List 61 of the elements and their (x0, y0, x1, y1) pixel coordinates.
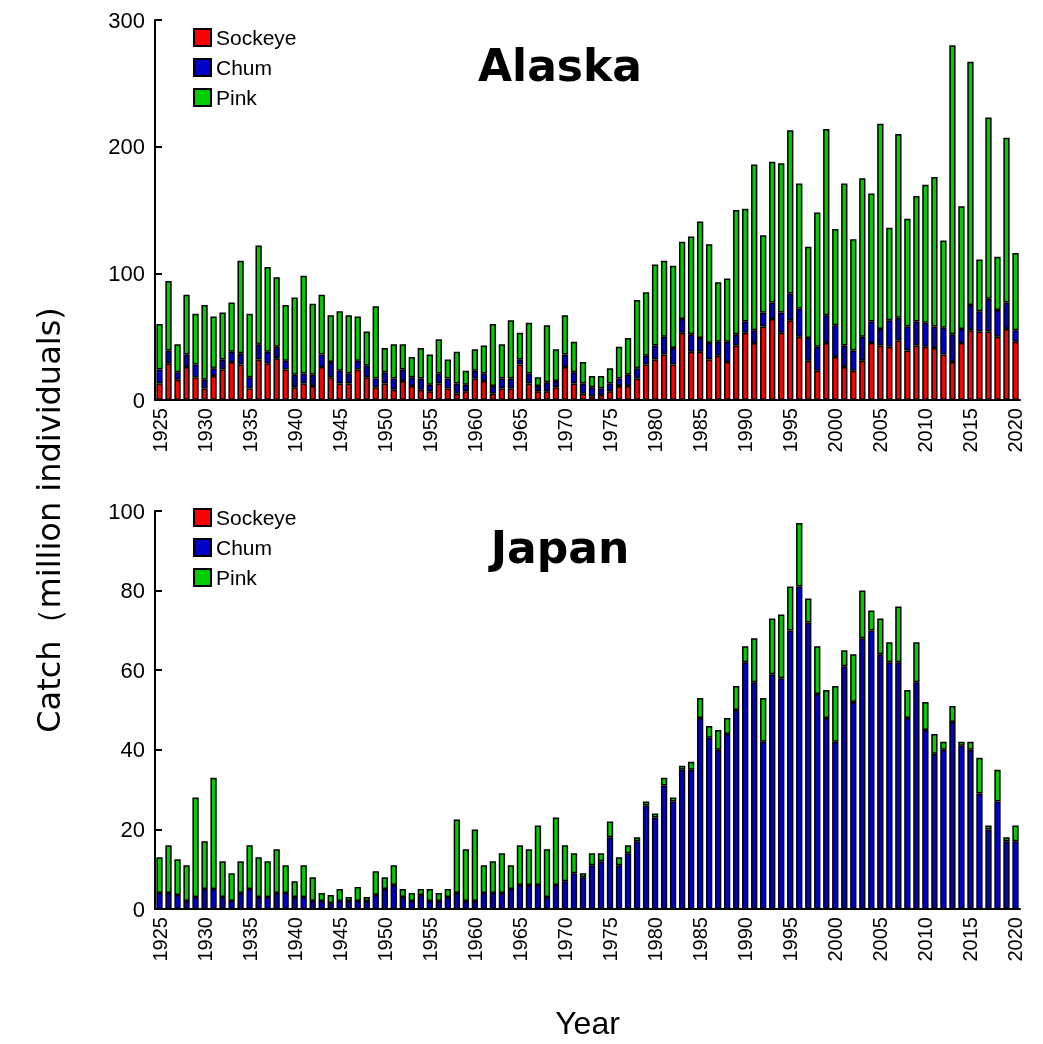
x-tick-label: 2010 (914, 917, 937, 962)
bar (534, 377, 542, 387)
y-tick-label: 0 (132, 387, 145, 413)
text: Alaska (478, 39, 642, 91)
y-tick-label: 300 (108, 7, 145, 33)
y-tick-label: 80 (120, 578, 145, 604)
y-tick-label: 100 (108, 260, 145, 286)
x-tick-label: 1935 (238, 408, 261, 453)
x-tick-label: 1950 (373, 408, 396, 453)
y-tick-label: 60 (120, 657, 145, 683)
x-tick-label: 1980 (644, 408, 667, 453)
x-tick-label: 1930 (193, 917, 216, 962)
y-tick-label: 0 (132, 896, 145, 922)
y-axis-title: Catch（million individuals) (29, 307, 69, 733)
legend-label: Sockeye (216, 506, 297, 529)
x-tick-label: 1970 (553, 917, 576, 962)
x-tick-label: 2010 (914, 408, 937, 453)
x-tick-label: 2005 (869, 917, 892, 962)
x-tick-label: 1925 (148, 408, 171, 453)
x-tick-label: 1970 (553, 408, 576, 453)
x-tick-label: 1950 (373, 917, 396, 962)
x-tick-label: 2020 (1004, 408, 1027, 453)
legend-label: Chum (216, 536, 273, 559)
x-tick-label: 1925 (148, 917, 171, 962)
legend-label: Pink (216, 86, 258, 109)
x-tick-label: 1960 (463, 408, 486, 453)
x-tick-label: 1975 (599, 917, 622, 962)
x-tick-label: 2005 (869, 408, 892, 453)
x-tick-label: 1990 (734, 917, 757, 962)
y-tick-label: 100 (108, 498, 145, 524)
x-tick-label: 2015 (959, 408, 982, 453)
x-tick-label: 1945 (328, 408, 351, 453)
x-tick-label: 1955 (418, 408, 441, 453)
x-tick-label: 2000 (824, 408, 847, 453)
legend-label: Pink (216, 566, 258, 589)
x-tick-label: 2000 (824, 917, 847, 962)
x-tick-label: 1960 (463, 917, 486, 962)
x-tick-label: 1985 (689, 917, 712, 962)
x-tick-label: 1975 (599, 408, 622, 453)
x-tick-label: 1995 (779, 408, 802, 453)
legend-label: Chum (216, 56, 273, 79)
x-tick-label: 1930 (193, 408, 216, 453)
chart-title: Japan (487, 521, 630, 573)
x-tick-label: 1995 (779, 917, 802, 962)
x-tick-label: 1940 (283, 408, 306, 453)
x-tick-label: 1955 (418, 917, 441, 962)
y-tick-label: 200 (108, 134, 145, 160)
x-axis-title: Year (555, 1005, 621, 1041)
x-tick-label: 1965 (508, 408, 531, 453)
x-tick-label: 1945 (328, 917, 351, 962)
x-tick-label: 1965 (508, 917, 531, 962)
x-tick-label: 1985 (689, 408, 712, 453)
x-tick-label: 1990 (734, 408, 757, 453)
x-tick-label: 1935 (238, 917, 261, 962)
x-tick-label: 1940 (283, 917, 306, 962)
y-tick-label: 40 (120, 737, 145, 763)
x-tick-label: 2020 (1004, 917, 1027, 962)
legend-label: Sockeye (216, 26, 297, 49)
x-tick-label: 1980 (644, 917, 667, 962)
y-tick-label: 20 (120, 816, 145, 842)
x-tick-label: 2015 (959, 917, 982, 962)
